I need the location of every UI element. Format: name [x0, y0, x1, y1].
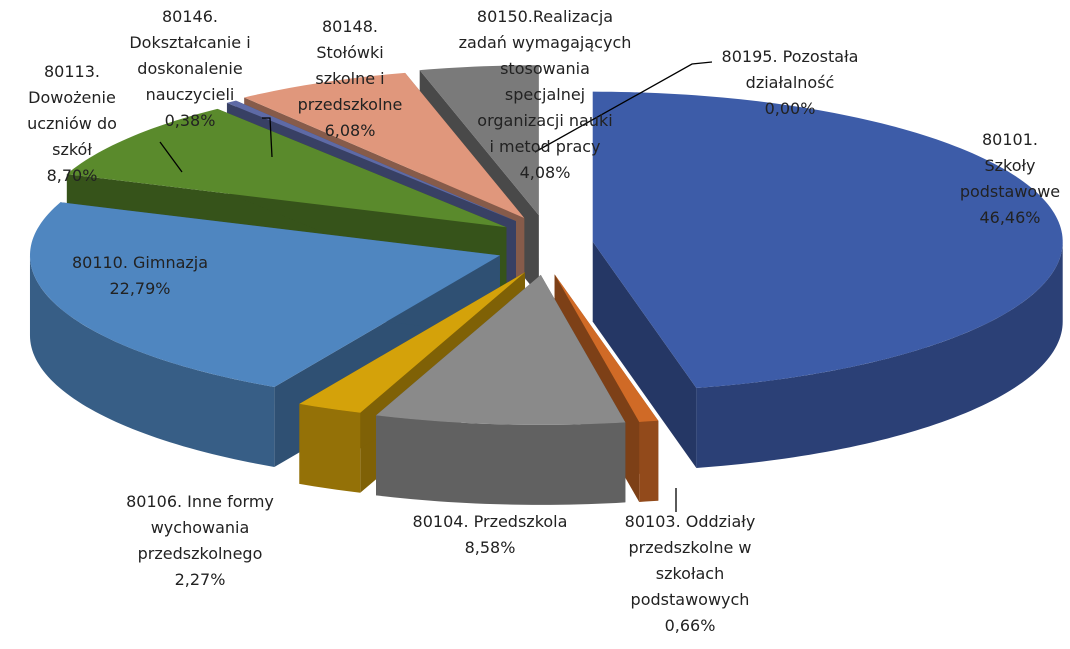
slice-label: 80110. Gimnazja [72, 253, 208, 272]
slice-side [639, 420, 659, 502]
slice-label: 80150.Realizacja zadań wymagających stosow… [459, 7, 632, 156]
slice-side [29, 255, 275, 467]
value-label: 8,70% [47, 166, 98, 185]
slice-side [696, 241, 1063, 468]
slice [419, 65, 539, 216]
leader-line [534, 61, 713, 153]
value-label: 22,79% [109, 279, 170, 298]
slice-label: 80113. Dowożenie uczniów do szkół [27, 62, 117, 159]
slice-side [299, 403, 361, 493]
slice-label: 80104. Przedszkola [413, 512, 568, 531]
value-label: 0,00% [765, 99, 816, 118]
value-label: 4,08% [520, 163, 571, 182]
slice [226, 100, 516, 222]
slice-label: 80146. Dokształcanie i doskonalenie nauczyc… [129, 7, 250, 104]
slice [592, 91, 1063, 388]
slice [299, 272, 526, 413]
value-label: 8,58% [465, 538, 516, 557]
slice-label: 80148. Stołówki szkolne i przedszkolne [298, 17, 403, 114]
leader-line [159, 141, 183, 173]
value-label: 0,66% [665, 616, 716, 635]
pie [29, 65, 1063, 505]
leader-line [262, 117, 273, 158]
slice [554, 274, 659, 422]
slice [376, 274, 626, 425]
slice-group [592, 91, 1063, 468]
slice-side [592, 241, 697, 468]
slice [66, 108, 507, 228]
value-label: 2,27% [175, 570, 226, 589]
value-label: 46,46% [979, 208, 1040, 227]
slice-group [376, 274, 626, 505]
slice-side [376, 415, 626, 505]
slice-label: 80195. Pozostała działalność [722, 47, 859, 92]
labels: 80101. Szkoły podstawowe 46,46% 80103. Oddzi… [27, 7, 1060, 635]
value-label: 6,08% [325, 121, 376, 140]
slice [244, 72, 525, 218]
slice-label: 80106. Inne formy wychowania przedszkolneg… [126, 492, 274, 563]
slice-label: 80103. Oddziały przedszkolne w szkołach pod… [625, 512, 756, 609]
slice-label: 80101. Szkoły podstawowe [960, 130, 1060, 201]
value-label: 0,38% [165, 111, 216, 130]
slice [29, 202, 500, 387]
